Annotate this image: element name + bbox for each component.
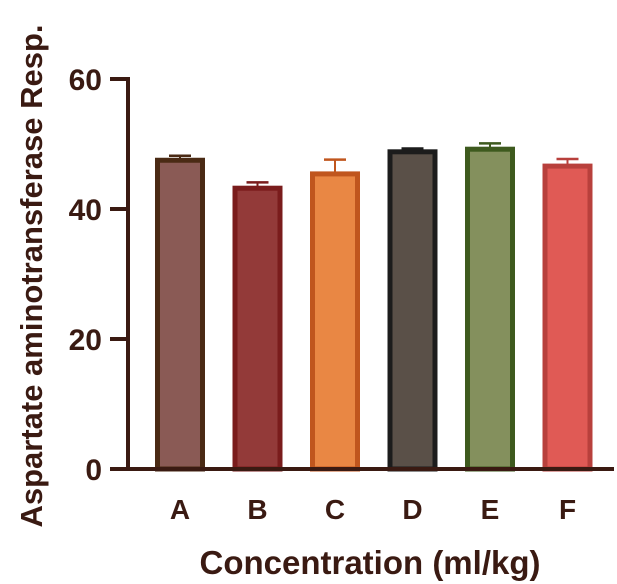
error-bar-b	[246, 181, 269, 189]
y-tick-label: 0	[85, 454, 102, 487]
bar-c	[310, 171, 360, 472]
x-axis-title: Concentration (ml/kg)	[199, 544, 540, 581]
bar-e	[465, 146, 515, 472]
error-bar-f	[556, 157, 579, 167]
y-tick-label: 60	[69, 64, 102, 97]
bars	[155, 146, 593, 472]
bar-d	[387, 149, 438, 472]
error-bars	[169, 142, 579, 189]
y-tick-label: 20	[69, 324, 102, 357]
bar-b	[232, 185, 283, 472]
error-bar-e	[479, 142, 501, 150]
x-ticks: A B C D E F	[170, 494, 576, 525]
bar-f	[542, 163, 593, 472]
x-tick-label-e: E	[481, 494, 500, 525]
bar-a	[155, 157, 205, 472]
error-bar-a	[169, 154, 191, 161]
x-tick-label-a: A	[170, 494, 190, 525]
x-tick-label-b: B	[247, 494, 267, 525]
x-tick-label-d: D	[402, 494, 422, 525]
error-bar-d	[401, 147, 424, 152]
y-axis-title: Aspartate aminotransferase Resp.	[14, 24, 49, 527]
x-tick-label-f: F	[559, 494, 576, 525]
y-tick-label: 40	[69, 194, 102, 227]
x-tick-label-c: C	[325, 494, 345, 525]
y-ticks: 0 20 40 60	[69, 64, 128, 487]
error-bar-c	[324, 158, 346, 174]
